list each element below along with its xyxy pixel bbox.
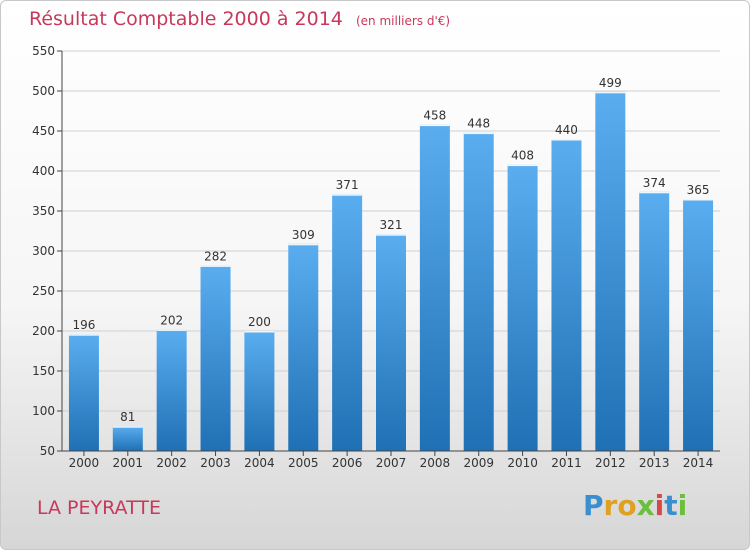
x-tick-label: 2003 — [200, 456, 231, 470]
bar-value-label: 282 — [204, 249, 227, 263]
y-tick-label: 550 — [32, 44, 55, 58]
x-tick-label: 2001 — [113, 456, 144, 470]
bar-value-label: 202 — [160, 313, 183, 327]
labels: 50 100 150 200 250 300 350 400 450 500 550 196 2000 8… — [32, 44, 713, 470]
y-tick-label: 300 — [32, 244, 55, 258]
bar-top-highlight — [156, 329, 187, 331]
x-tick-label: 2011 — [551, 456, 582, 470]
y-tick-label: 100 — [32, 404, 55, 418]
bar[interactable] — [68, 334, 99, 451]
bar[interactable] — [332, 194, 363, 451]
bar[interactable] — [112, 426, 143, 451]
bar-value-label: 309 — [292, 228, 315, 242]
bar[interactable] — [288, 243, 319, 451]
bar[interactable] — [595, 91, 626, 452]
logo-letter: x — [636, 489, 655, 522]
bar-top-highlight — [68, 334, 99, 336]
y-tick-label: 500 — [32, 84, 55, 98]
bar[interactable] — [200, 265, 231, 451]
bar[interactable] — [376, 234, 406, 451]
bar[interactable] — [156, 329, 187, 451]
y-tick-label: 50 — [40, 444, 55, 458]
x-tick-label: 2000 — [69, 456, 100, 470]
bar-value-label: 196 — [72, 318, 95, 332]
y-tick-label: 400 — [32, 164, 55, 178]
y-tick-label: 450 — [32, 124, 55, 138]
bar-value-label: 365 — [687, 183, 710, 197]
logo-letter: i — [677, 489, 688, 522]
proxiti-logo[interactable]: Proxiti — [583, 489, 687, 522]
bar-top-highlight — [639, 191, 670, 194]
commune-name: LA PEYRATTE — [37, 497, 161, 519]
bar-top-highlight — [200, 265, 231, 267]
x-tick-label: 2009 — [463, 456, 494, 470]
bars — [68, 91, 714, 452]
x-tick-label: 2010 — [507, 456, 538, 470]
logo-letter: t — [664, 489, 678, 522]
x-tick-label: 2014 — [683, 456, 714, 470]
bar-value-label: 440 — [555, 123, 578, 137]
bar-top-highlight — [419, 124, 450, 127]
x-tick-label: 2005 — [288, 456, 319, 470]
bar-top-highlight — [112, 426, 143, 428]
bar-value-label: 374 — [643, 176, 666, 190]
chart-title: Résultat Comptable 2000 à 2014 — [29, 8, 343, 30]
y-tick-label: 250 — [32, 284, 55, 298]
bar-top-highlight — [288, 243, 319, 246]
bar[interactable] — [551, 139, 582, 451]
logo-letter: i — [654, 489, 665, 522]
logo-letter: r — [603, 489, 618, 522]
y-tick-label: 200 — [32, 324, 55, 338]
bar-value-label: 200 — [248, 315, 271, 329]
bar-value-label: 499 — [599, 76, 622, 90]
x-tick-label: 2004 — [244, 456, 275, 470]
x-tick-label: 2008 — [420, 456, 451, 470]
bar-top-highlight — [244, 331, 275, 333]
bar-top-highlight — [507, 164, 538, 167]
bar-value-label: 458 — [423, 109, 446, 123]
bar[interactable] — [419, 124, 450, 451]
bar[interactable] — [244, 331, 275, 451]
x-tick-label: 2006 — [332, 456, 363, 470]
bar-value-label: 81 — [120, 410, 135, 424]
logo-letter: P — [583, 489, 604, 522]
x-tick-label: 2007 — [376, 456, 407, 470]
chart-subtitle: (en milliers d'€) — [355, 14, 451, 28]
bar-top-highlight — [683, 199, 714, 201]
bar[interactable] — [463, 132, 494, 451]
bar-value-label: 371 — [336, 178, 359, 192]
bar-top-highlight — [463, 132, 494, 135]
bar-top-highlight — [332, 194, 363, 196]
y-tick-label: 350 — [32, 204, 55, 218]
x-tick-label: 2013 — [639, 456, 670, 470]
x-tick-label: 2002 — [156, 456, 187, 470]
y-tick-label: 150 — [32, 364, 55, 378]
bar[interactable] — [507, 164, 538, 451]
bar-value-label: 408 — [511, 149, 534, 163]
x-tick-label: 2012 — [595, 456, 626, 470]
bar[interactable] — [683, 199, 714, 451]
bar-value-label: 448 — [467, 117, 490, 131]
bar-top-highlight — [551, 139, 582, 141]
axes — [57, 50, 720, 456]
logo-letter: o — [617, 489, 637, 522]
bar[interactable] — [639, 191, 670, 452]
title-block: Résultat Comptable 2000 à 2014 (en milli… — [29, 8, 450, 30]
bar-top-highlight — [595, 91, 626, 94]
bar-top-highlight — [376, 234, 406, 236]
bar-value-label: 321 — [380, 218, 403, 232]
